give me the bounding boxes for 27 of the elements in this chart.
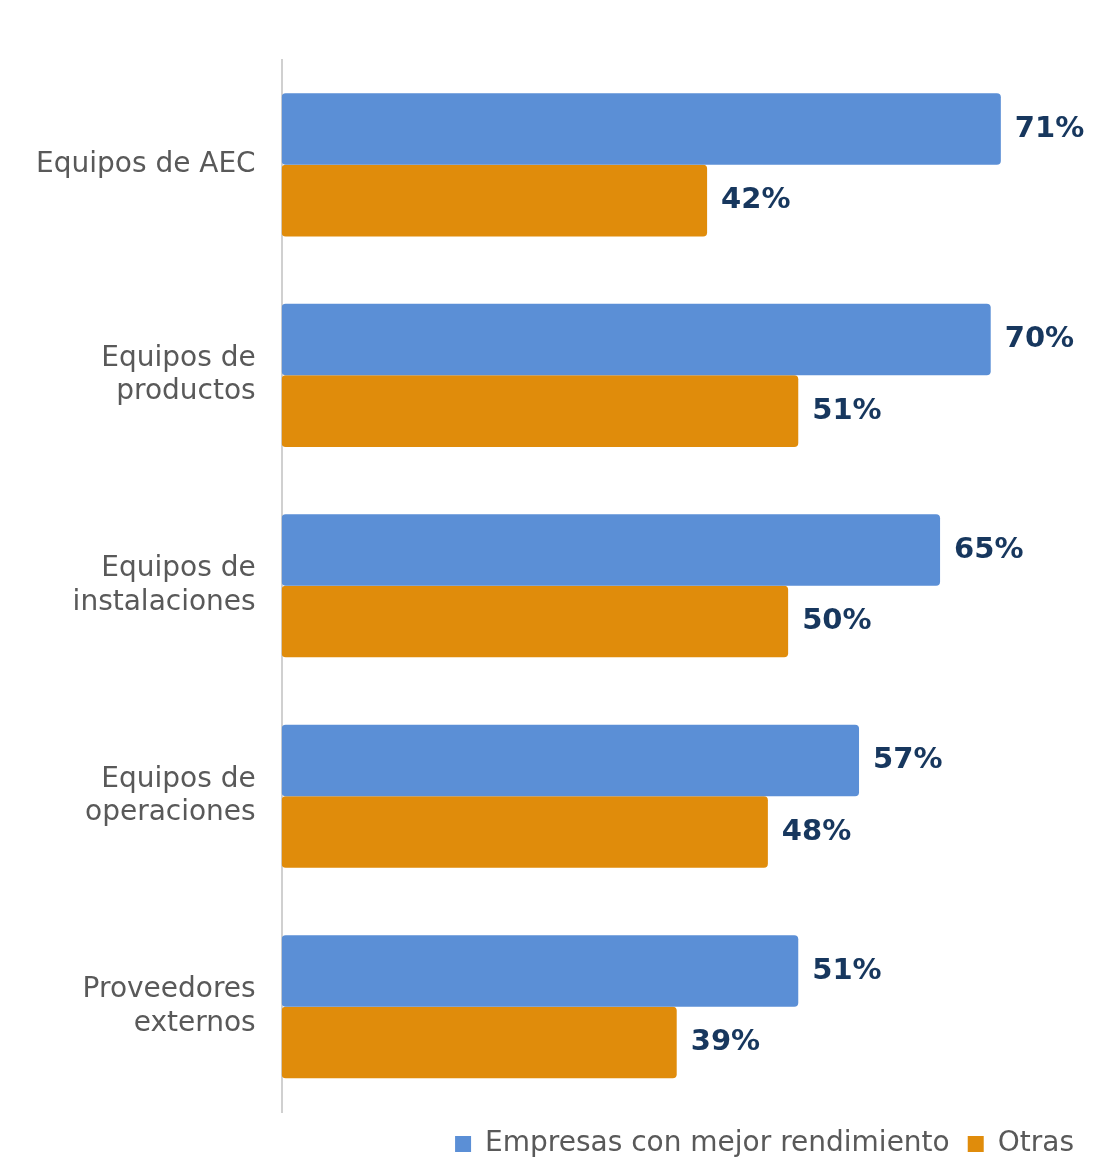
y-tick-label: Equipos de AEC: [35, 146, 256, 180]
y-tick-label: Equipos de instalaciones: [72, 550, 256, 617]
data-label: 42%: [721, 181, 791, 216]
data-label: 57%: [873, 741, 943, 776]
data-label: 50%: [802, 602, 872, 637]
bar: [281, 375, 799, 447]
data-label: 71%: [1014, 109, 1085, 144]
legend-label: Otras: [997, 1125, 1075, 1159]
legend-label: Empresas con mejor rendimiento: [485, 1125, 950, 1159]
bar: [281, 514, 941, 586]
y-tick-label: Proveedores externos: [82, 971, 256, 1038]
bar: [281, 724, 860, 797]
bar: [281, 93, 1001, 165]
data-label: 39%: [690, 1023, 761, 1058]
y-tick-label: Equipos de productos: [101, 339, 256, 407]
data-label: 70%: [1004, 320, 1075, 355]
y-tick-label: Equipos de operaciones: [85, 760, 256, 828]
bar: [281, 303, 991, 376]
data-label: 48%: [781, 812, 852, 847]
bar: [281, 164, 708, 237]
data-label: 51%: [812, 391, 882, 426]
data-label: 65%: [954, 530, 1024, 565]
bar: [281, 1006, 677, 1079]
bar: [281, 935, 799, 1007]
bar: [281, 796, 768, 868]
data-label: 51%: [812, 951, 882, 986]
bar: [281, 585, 789, 658]
